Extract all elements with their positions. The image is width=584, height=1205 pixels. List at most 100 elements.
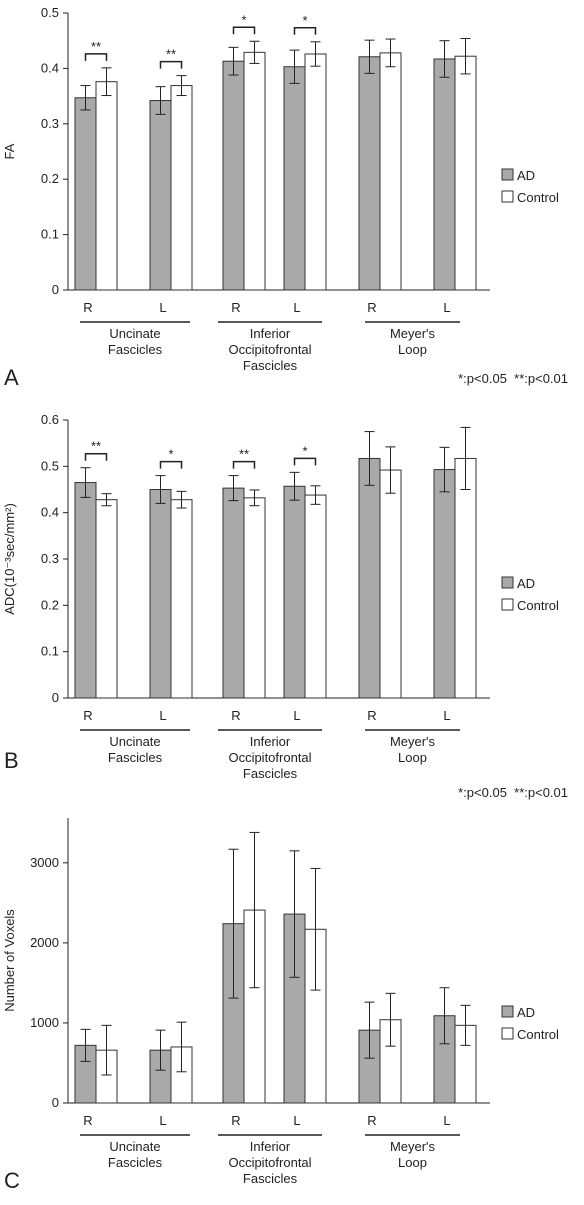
- bar: [149, 489, 172, 699]
- significance-label: **: [91, 39, 101, 54]
- x-tick-label: R: [231, 300, 240, 315]
- group-label: Fascicles: [243, 766, 298, 781]
- y-tick-label: 0.4: [41, 60, 59, 75]
- group-label: Inferior: [250, 1139, 291, 1154]
- y-tick-label: 0.6: [41, 412, 59, 427]
- group-label: Inferior: [250, 326, 291, 341]
- x-tick-label: R: [83, 1113, 92, 1128]
- bar: [304, 494, 327, 699]
- bar: [379, 52, 402, 291]
- significance-label: **: [166, 47, 176, 62]
- legend-label: AD: [517, 168, 535, 183]
- bar: [74, 97, 97, 291]
- legend-swatch: [501, 576, 514, 589]
- x-tick-label: R: [83, 708, 92, 723]
- bar: [95, 81, 118, 291]
- y-tick-label: 0.5: [41, 5, 59, 20]
- y-tick-label: 0.5: [41, 458, 59, 473]
- legend-label: Control: [517, 1027, 559, 1042]
- significance-label: **: [239, 447, 249, 462]
- y-tick-label: 0.2: [41, 597, 59, 612]
- x-tick-label: L: [159, 708, 166, 723]
- y-axis-label: ADC(10⁻³sec/mm²): [2, 503, 17, 615]
- bar: [358, 457, 381, 699]
- x-tick-label: L: [159, 300, 166, 315]
- bar: [304, 53, 327, 291]
- significance-bracket: [159, 460, 183, 469]
- x-tick-label: L: [443, 300, 450, 315]
- y-axis-label: FA: [2, 143, 17, 159]
- group-label: Uncinate: [109, 326, 160, 341]
- significance-note: *:p<0.05 **:p<0.01: [458, 785, 568, 800]
- legend-swatch: [501, 1005, 514, 1018]
- group-label: Inferior: [250, 734, 291, 749]
- bar: [222, 60, 245, 291]
- significance-bracket: [84, 452, 108, 461]
- y-tick-label: 0.4: [41, 505, 59, 520]
- y-tick-label: 0: [52, 1095, 59, 1110]
- group-label: Meyer's: [390, 1139, 436, 1154]
- significance-label: *: [241, 12, 246, 27]
- significance-label: **: [91, 439, 101, 454]
- significance-bracket: [232, 26, 256, 35]
- group-label: Uncinate: [109, 734, 160, 749]
- x-tick-label: R: [367, 708, 376, 723]
- bar: [243, 497, 266, 699]
- panel-letter: B: [4, 748, 19, 773]
- group-label: Meyer's: [390, 326, 436, 341]
- bar: [358, 56, 381, 291]
- group-label: Fascicles: [108, 750, 163, 765]
- significance-bracket: [293, 457, 317, 466]
- bar: [283, 66, 306, 291]
- group-label: Loop: [398, 750, 427, 765]
- legend-label: AD: [517, 576, 535, 591]
- group-label: Occipitofrontal: [228, 1155, 311, 1170]
- legend-label: AD: [517, 1005, 535, 1020]
- bar: [170, 499, 193, 699]
- x-tick-label: L: [443, 1113, 450, 1128]
- group-label: Fascicles: [108, 342, 163, 357]
- bar: [74, 482, 97, 699]
- bar: [433, 58, 456, 291]
- significance-bracket: [84, 53, 108, 61]
- x-tick-label: L: [293, 708, 300, 723]
- group-label: Fascicles: [108, 1155, 163, 1170]
- bar: [454, 457, 477, 699]
- y-tick-label: 3000: [30, 855, 59, 870]
- bar: [379, 469, 402, 699]
- significance-note: *:p<0.05 **:p<0.01: [458, 371, 568, 386]
- group-label: Loop: [398, 342, 427, 357]
- y-tick-label: 2000: [30, 935, 59, 950]
- y-tick-label: 1000: [30, 1015, 59, 1030]
- bar: [283, 485, 306, 699]
- bar: [454, 55, 477, 291]
- x-tick-label: R: [231, 1113, 240, 1128]
- y-tick-label: 0.3: [41, 116, 59, 131]
- group-label: Fascicles: [243, 1171, 298, 1186]
- bar: [149, 100, 172, 291]
- y-tick-label: 0.1: [41, 227, 59, 242]
- y-tick-label: 0.3: [41, 551, 59, 566]
- panel-letter: A: [4, 365, 19, 390]
- bar: [243, 51, 266, 291]
- legend-swatch: [501, 1027, 514, 1040]
- legend-label: Control: [517, 190, 559, 205]
- group-label: Loop: [398, 1155, 427, 1170]
- x-tick-label: R: [231, 708, 240, 723]
- y-axis-label: Number of Voxels: [2, 909, 17, 1012]
- y-tick-label: 0.2: [41, 171, 59, 186]
- bar: [433, 469, 456, 699]
- x-tick-label: L: [443, 708, 450, 723]
- group-label: Uncinate: [109, 1139, 160, 1154]
- legend-swatch: [501, 168, 514, 181]
- significance-label: *: [302, 443, 307, 458]
- x-tick-label: R: [367, 1113, 376, 1128]
- group-label: Occipitofrontal: [228, 342, 311, 357]
- x-tick-label: L: [159, 1113, 166, 1128]
- group-label: Meyer's: [390, 734, 436, 749]
- x-tick-label: L: [293, 1113, 300, 1128]
- legend-swatch: [501, 598, 514, 611]
- significance-bracket: [232, 460, 256, 469]
